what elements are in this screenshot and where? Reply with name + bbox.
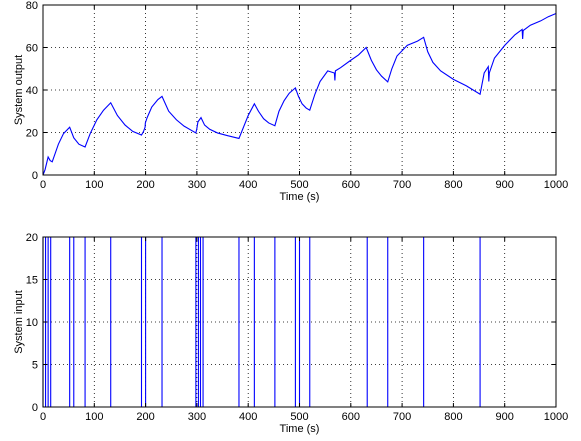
chart-output: 0 100 200 300 400 500 600 700 800 900 1000 0 20 40 60 8…: [13, 0, 568, 203]
input-xtick-label: 200: [136, 411, 154, 423]
output-ytick-label: 40: [26, 85, 38, 97]
chart-input: 0 100 200 300 400 500 600 700 800 900 1000 0 5 10 15 20…: [13, 232, 568, 435]
input-xtick-label: 400: [239, 411, 257, 423]
output-ytick-label: 60: [26, 43, 38, 55]
input-ytick-label: 20: [26, 232, 38, 244]
input-yaxis-label: System input: [13, 290, 25, 354]
input-ytick-label: 10: [26, 317, 38, 329]
input-xtick-label: 100: [85, 411, 103, 423]
input-xaxis-label: Time (s): [280, 423, 320, 435]
input-xtick-label: 900: [496, 411, 514, 423]
input-ytick-label: 0: [32, 402, 38, 414]
input-ytick-label: 15: [26, 275, 38, 287]
output-xaxis-label: Time (s): [280, 191, 320, 203]
input-xtick-label: 300: [188, 411, 206, 423]
input-xtick-label: 0: [40, 411, 46, 423]
output-xtick-label: 800: [444, 179, 462, 191]
input-xtick-label: 800: [444, 411, 462, 423]
output-ytick-label: 20: [26, 128, 38, 140]
input-ytick-label: 5: [32, 360, 38, 372]
output-xtick-label: 700: [393, 179, 411, 191]
input-xtick-label: 700: [393, 411, 411, 423]
output-xtick-label: 600: [342, 179, 360, 191]
output-xtick-label: 400: [239, 179, 257, 191]
output-xtick-label: 0: [40, 179, 46, 191]
output-ytick-label: 80: [26, 0, 38, 12]
output-xtick-label: 200: [136, 179, 154, 191]
output-xtick-label: 300: [188, 179, 206, 191]
input-xtick-label: 1000: [544, 411, 568, 423]
output-ytick-label: 0: [32, 170, 38, 182]
output-xtick-label: 900: [496, 179, 514, 191]
input-xtick-label: 500: [290, 411, 308, 423]
output-series-line: [42, 12, 557, 176]
input-xtick-label: 600: [342, 411, 360, 423]
output-yaxis-label: System output: [13, 55, 25, 125]
output-xtick-label: 100: [85, 179, 103, 191]
output-xtick-label: 1000: [544, 179, 568, 191]
output-xtick-label: 500: [290, 179, 308, 191]
